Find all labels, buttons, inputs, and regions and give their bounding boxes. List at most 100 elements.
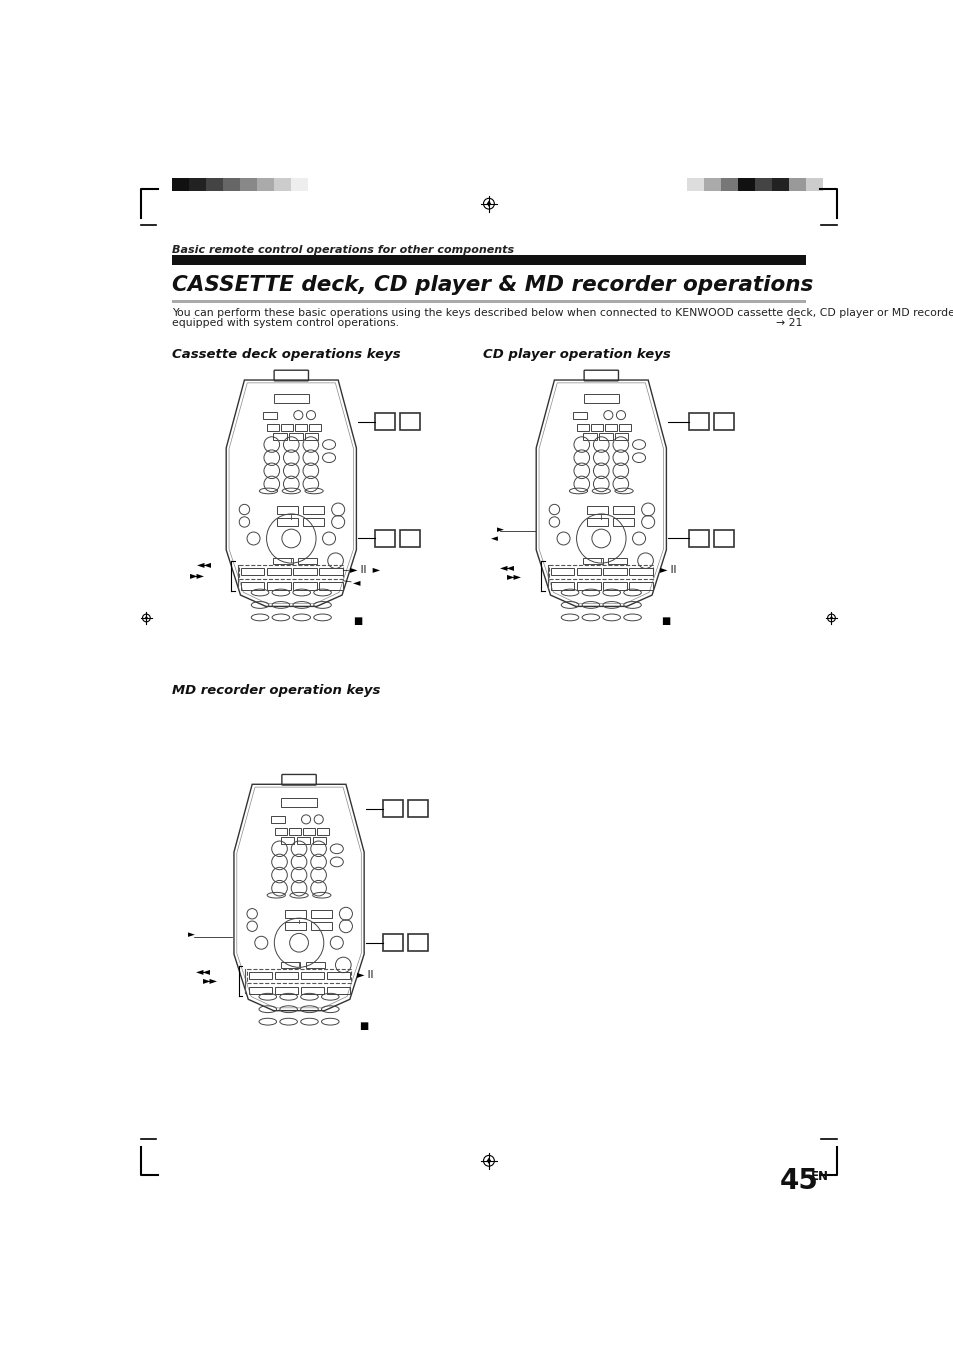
Bar [294, 424, 307, 431]
Bar [274, 971, 298, 979]
Bar [249, 986, 272, 994]
Bar [276, 505, 297, 513]
Bar [281, 798, 316, 807]
Text: ■: ■ [660, 616, 670, 627]
Polygon shape [829, 616, 832, 620]
Bar [375, 413, 395, 430]
Bar [582, 558, 602, 565]
Bar [305, 962, 325, 969]
Bar [297, 558, 317, 565]
Bar [293, 582, 316, 589]
Polygon shape [145, 616, 148, 620]
Text: ► II: ► II [659, 565, 676, 576]
Bar [249, 971, 272, 979]
Bar [590, 424, 602, 431]
Bar [289, 828, 300, 835]
Bar [703, 177, 720, 190]
Text: ■: ■ [358, 1020, 368, 1031]
Bar [276, 519, 297, 526]
Bar [206, 177, 223, 190]
Bar [305, 434, 318, 439]
Text: ►: ► [188, 931, 195, 939]
Bar [297, 838, 310, 844]
Bar [713, 413, 733, 430]
Text: CASSETTE deck, CD player & MD recorder operations: CASSETTE deck, CD player & MD recorder o… [172, 276, 812, 296]
Text: EN: EN [810, 1170, 828, 1183]
Bar [586, 519, 607, 526]
Bar [615, 434, 628, 439]
Bar [713, 530, 733, 547]
Bar [613, 519, 633, 526]
Bar [688, 413, 708, 430]
Bar [550, 582, 574, 589]
Bar [223, 177, 240, 190]
Bar [628, 567, 652, 574]
Bar [618, 424, 631, 431]
Bar [172, 254, 805, 265]
Bar [598, 434, 612, 439]
Bar [274, 177, 291, 190]
Bar [382, 800, 402, 817]
Text: ►: ► [497, 524, 503, 534]
Text: ►►: ►► [202, 975, 217, 985]
Bar [274, 434, 286, 439]
Bar [577, 424, 589, 431]
Bar [602, 582, 626, 589]
Bar [720, 177, 737, 190]
Bar [281, 424, 293, 431]
Text: ■: ■ [353, 616, 362, 627]
Bar [602, 567, 626, 574]
Bar [788, 177, 805, 190]
Text: ◄◄: ◄◄ [500, 562, 515, 573]
Bar [280, 962, 300, 969]
Bar [267, 424, 279, 431]
Bar [247, 969, 351, 984]
Text: 45: 45 [779, 1167, 818, 1196]
Bar [737, 177, 754, 190]
Polygon shape [486, 200, 491, 207]
Bar [302, 828, 314, 835]
Bar [573, 412, 587, 419]
Bar [399, 530, 419, 547]
Bar [313, 838, 326, 844]
Bar [318, 582, 342, 589]
Bar [172, 300, 805, 303]
Bar [274, 986, 298, 994]
Bar [309, 424, 321, 431]
Text: equipped with system control operations.: equipped with system control operations. [172, 317, 398, 328]
Text: MD recorder operation keys: MD recorder operation keys [172, 684, 380, 697]
Bar [273, 558, 293, 565]
Bar [316, 828, 329, 835]
Bar [239, 565, 343, 580]
Bar [284, 923, 305, 931]
Bar [586, 505, 607, 513]
Bar [289, 434, 302, 439]
Bar [257, 177, 274, 190]
Bar [583, 393, 618, 403]
Bar [607, 558, 627, 565]
Bar [318, 567, 342, 574]
Bar [240, 582, 264, 589]
Text: Cassette deck operations keys: Cassette deck operations keys [172, 349, 400, 362]
Bar [754, 177, 771, 190]
Bar [311, 911, 332, 917]
Bar [604, 424, 617, 431]
Bar [613, 505, 633, 513]
Text: ◄◄: ◄◄ [196, 966, 211, 977]
Bar [189, 177, 206, 190]
Text: ►►: ►► [506, 570, 521, 581]
Bar [172, 177, 189, 190]
Text: ► II: ► II [357, 970, 374, 979]
Bar [240, 177, 257, 190]
Text: You can perform these basic operations using the keys described below when conne: You can perform these basic operations u… [172, 308, 953, 317]
Bar [375, 530, 395, 547]
Bar [281, 838, 294, 844]
Bar [326, 986, 350, 994]
Bar [577, 582, 599, 589]
Bar [303, 505, 323, 513]
Text: CD player operation keys: CD player operation keys [483, 349, 671, 362]
Text: ►►: ►► [191, 570, 205, 580]
Bar [267, 567, 291, 574]
Bar [291, 177, 308, 190]
Bar [311, 923, 332, 931]
